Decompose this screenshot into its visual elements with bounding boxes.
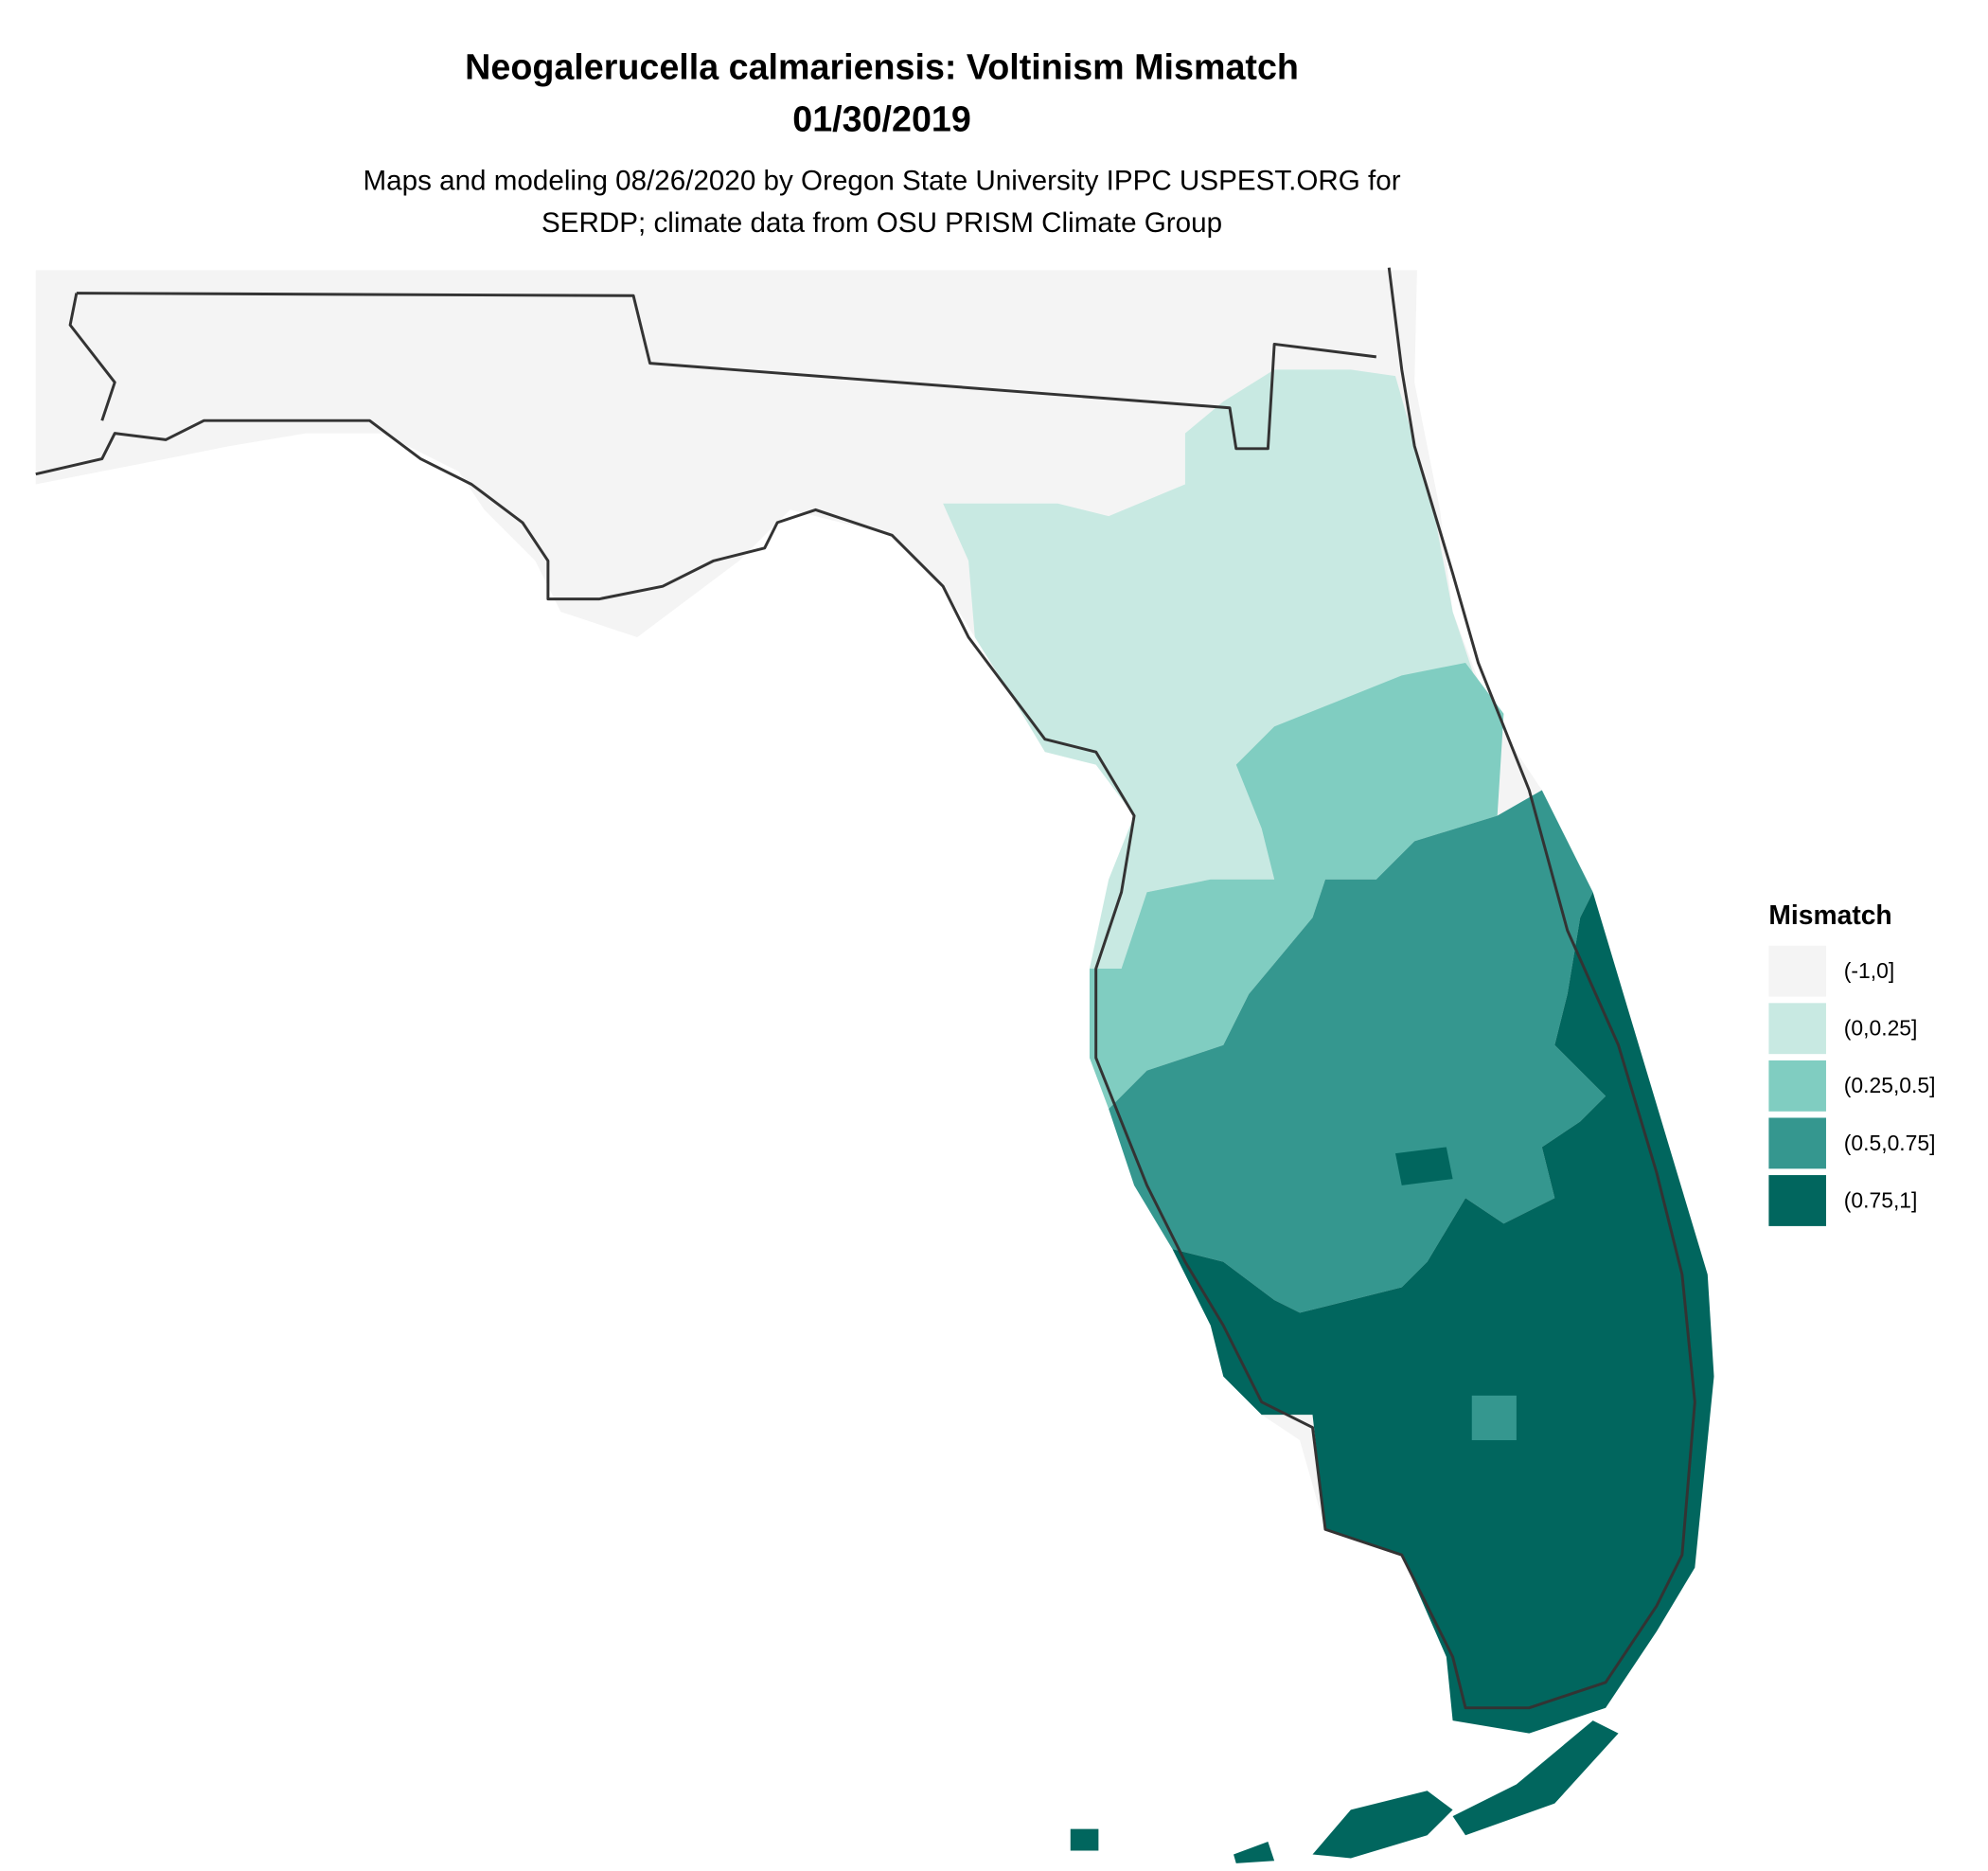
region-fill [1312, 1791, 1453, 1859]
region-fill [1109, 790, 1606, 1313]
legend-label: (0,0.25] [1844, 1016, 1918, 1041]
legend-label: (-1,0] [1844, 958, 1894, 983]
legend-swatch [1768, 1060, 1826, 1112]
legend-title: Mismatch [1768, 900, 1891, 930]
legend-label: (0.75,1] [1844, 1187, 1918, 1212]
legend-swatch [1768, 1117, 1826, 1169]
map-subtitle: SERDP; climate data from OSU PRISM Clima… [541, 207, 1222, 239]
legend-swatch [1768, 1003, 1826, 1055]
state-border [68, 293, 116, 421]
map-area [35, 267, 1714, 1863]
region-fill [1452, 1720, 1619, 1836]
region-fill [1395, 1147, 1453, 1185]
legend-label: (0.25,0.5] [1844, 1073, 1936, 1097]
state-outline [35, 267, 1696, 1710]
region-fill [1471, 1395, 1517, 1441]
legend-swatch [1768, 945, 1826, 997]
state-border [76, 292, 1376, 451]
region-fill [1234, 1842, 1275, 1863]
region-fill [1089, 662, 1504, 1110]
region-fill [1070, 1828, 1099, 1851]
legend-label: (0.5,0.75] [1844, 1131, 1936, 1155]
region-fill [943, 369, 1479, 969]
map-date: 01/30/2019 [792, 99, 971, 139]
map-subtitle: Maps and modeling 08/26/2020 by Oregon S… [364, 166, 1401, 197]
map-title: Neogalerucella calmariensis: Voltinism M… [465, 46, 1299, 86]
region-fill [1172, 892, 1714, 1734]
legend-swatch [1768, 1175, 1826, 1226]
legend: Mismatch (-1,0] (0,0.25] (0.25,0.5] (0.5,0.… [1768, 900, 1935, 1226]
